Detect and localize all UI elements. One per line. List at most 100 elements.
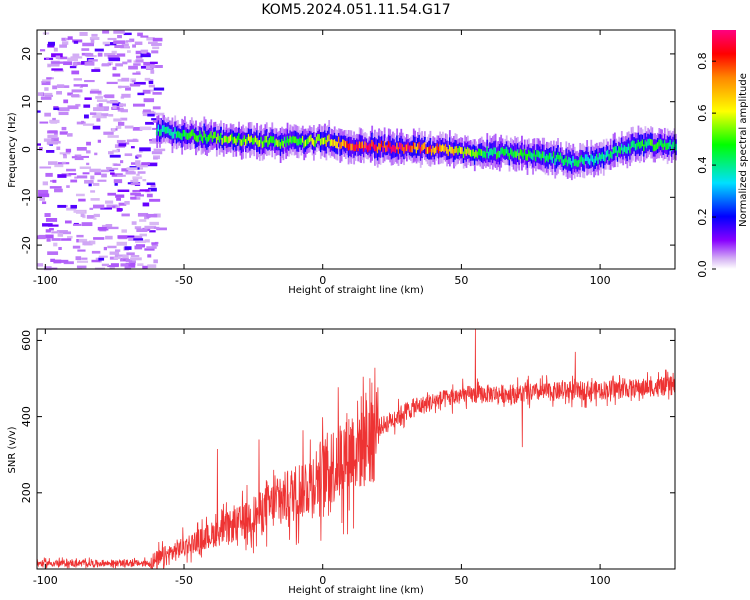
spectrogram-cell <box>608 153 611 161</box>
spectrogram-cell <box>340 141 343 149</box>
spectrogram-cell <box>539 151 541 159</box>
spectrogram-cell <box>500 147 503 155</box>
spectrogram-cell <box>147 254 152 258</box>
spectrogram-cell <box>131 235 143 239</box>
spectrogram-cell <box>41 92 53 97</box>
spectrogram-cell <box>37 92 44 96</box>
spectrogram-cell <box>242 138 245 146</box>
spectrogram-cell <box>95 257 100 262</box>
spectrogram-cell <box>152 106 161 110</box>
spectrogram-cell <box>143 109 151 113</box>
spectrogram-cell <box>590 154 593 161</box>
spectrogram-cell <box>433 147 436 155</box>
spectrogram-cell <box>119 103 126 107</box>
spectrogram-cell <box>139 189 150 192</box>
spectrogram-cell <box>44 94 54 97</box>
spectrogram-cell <box>147 113 155 117</box>
spectrogram-cell <box>404 144 407 152</box>
spectrogram-cell <box>126 50 131 53</box>
spectrogram-cell <box>73 40 79 44</box>
spectrogram-cell <box>133 238 144 241</box>
x-tick-label: 100 <box>590 274 611 287</box>
spectrogram-cell <box>148 84 155 88</box>
spectrogram-cell <box>124 153 133 157</box>
spectrogram-cell <box>112 149 119 153</box>
spectrogram-cell <box>39 121 49 124</box>
spectrogram-cell <box>354 144 357 152</box>
spectrogram-cell <box>133 81 146 85</box>
spectrogram-cell <box>311 138 314 145</box>
spectrogram-cell <box>389 142 392 150</box>
colorbar-tick-label: 0.2 <box>696 208 709 226</box>
spectrogram-cell <box>597 157 600 164</box>
spectrogram-cell <box>50 77 54 80</box>
spectrogram-cell <box>376 146 379 154</box>
spectrogram-cell <box>118 143 127 147</box>
spectrogram-cell <box>130 255 140 258</box>
spectrogram-cell <box>594 156 597 163</box>
spectrogram-cell <box>135 160 141 165</box>
spectrogram-cell <box>240 139 243 147</box>
spectrogram-cell <box>125 262 136 266</box>
spectrogram-cell <box>361 141 364 149</box>
spectrogram-cell <box>153 213 161 218</box>
spectrogram-cell <box>450 146 453 154</box>
spectrogram-cell <box>501 147 504 154</box>
colorbar-tick-label: 0.4 <box>696 156 709 174</box>
spectrogram-cell <box>607 149 609 157</box>
spectrogram-cell <box>321 137 324 145</box>
spectrogram-cell <box>120 117 128 121</box>
x-tick-label: -100 <box>33 574 58 587</box>
spectrogram-cell <box>112 66 117 71</box>
spectrogram-cell <box>533 149 536 157</box>
spectrogram-cell <box>480 149 483 156</box>
spectrogram-cell <box>616 150 619 158</box>
spectrogram-cell <box>385 145 387 153</box>
spectrogram-cell <box>435 146 437 154</box>
spectrogram-cell <box>368 143 371 151</box>
spectrogram-cell <box>184 129 186 137</box>
spectrogram-cell <box>98 255 108 258</box>
spectrogram-cell <box>84 61 95 66</box>
spectrogram-cell <box>331 139 333 146</box>
spectrogram-cell <box>57 56 68 60</box>
spectrogram-cell <box>620 143 623 151</box>
spectrogram-cell <box>151 50 159 54</box>
spectrogram-cell <box>83 114 89 119</box>
spectrogram-cell <box>42 181 48 186</box>
x-tick-label: -50 <box>175 274 193 287</box>
spectrogram-cell <box>190 129 193 137</box>
spectrogram-cell <box>65 148 72 153</box>
spectrogram-cell <box>146 163 158 167</box>
spectrogram-cell <box>197 135 200 142</box>
y-tick-label: 600 <box>20 330 33 351</box>
spectrogram-cell <box>47 134 58 139</box>
spectrogram-cell <box>558 155 561 162</box>
spectrogram-cell <box>154 112 165 116</box>
spectrogram-cell <box>509 147 512 155</box>
spectrogram-cell <box>214 131 217 139</box>
spectrogram-cell <box>144 248 155 251</box>
spectrogram-cell <box>493 147 496 155</box>
spectrogram-cell <box>52 179 57 183</box>
spectrogram-cell <box>53 47 58 52</box>
spectrogram-cell <box>186 133 189 140</box>
spectrogram-cell <box>530 152 533 160</box>
spectrogram-cell <box>483 150 486 158</box>
spectrogram-cell <box>369 143 372 151</box>
spectrogram-cell <box>270 135 272 143</box>
spectrogram-cell <box>117 85 130 88</box>
spectrogram-cell <box>336 141 339 149</box>
spectrogram-cell <box>257 140 260 148</box>
spectrogram-cell <box>54 69 64 73</box>
spectrogram-cell <box>116 241 128 246</box>
spectrogram-cell <box>103 107 109 111</box>
spectrogram-cell <box>130 182 141 186</box>
spectrogram-cell <box>644 139 647 147</box>
spectrogram-cell <box>121 168 129 172</box>
spectrogram-cell <box>132 176 143 180</box>
spectrogram-cell <box>565 155 568 163</box>
spectrogram-cell <box>82 172 90 175</box>
spectrogram-cell <box>97 226 109 231</box>
